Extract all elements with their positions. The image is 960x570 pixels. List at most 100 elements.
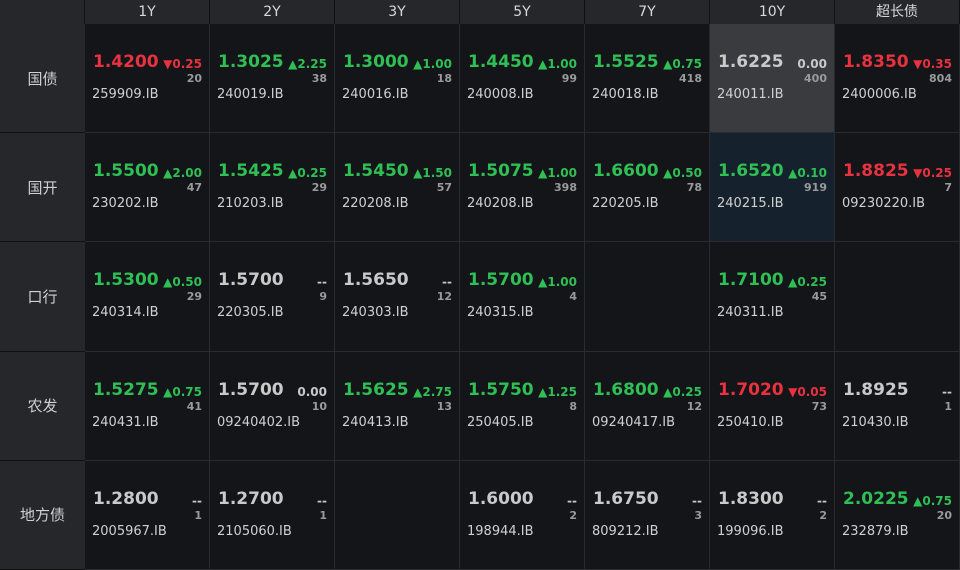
price: 1.3000 [343,52,409,72]
quote-cell[interactable] [835,24,960,134]
column-header[interactable]: 10Y [710,0,835,24]
count: 3 [694,508,702,522]
quote-cell[interactable] [210,460,335,570]
change: ▲0.25 [663,384,702,399]
code: 240019.IB [217,87,284,102]
quote-cell[interactable] [85,460,210,570]
quote-cell[interactable] [710,24,835,134]
direction-arrow: ▼ [163,57,173,71]
count: 2 [819,508,827,522]
quote-cell[interactable] [710,242,835,352]
count: 4 [569,290,577,304]
quote-cell[interactable] [585,24,710,134]
price: 1.7100 [718,270,784,291]
direction-arrow: ▲ [538,57,548,71]
quote-cell[interactable] [835,351,960,461]
row-label[interactable]: 农发 [0,351,85,461]
direction-arrow: ▲ [538,166,548,181]
change: -- [442,275,452,290]
price: 1.5500 [93,161,159,182]
column-header[interactable]: 3Y [335,0,460,24]
count: 400 [804,72,827,85]
quote-cell[interactable] [460,351,585,461]
quote-cell[interactable] [335,133,460,243]
price: 1.7020 [718,379,784,400]
change: ▲0.25 [788,275,827,290]
count: 8 [569,399,577,413]
change: ▲1.00 [538,166,577,181]
quote-cell[interactable] [585,351,710,461]
row-label[interactable]: 地方债 [0,460,85,570]
code: 199096.IB [717,523,784,539]
price: 1.2700 [218,488,284,509]
quote-cell [335,460,460,570]
change: ▲1.00 [538,57,577,71]
change: ▲0.10 [788,166,827,181]
count: 29 [311,181,327,195]
count: 9 [319,290,327,304]
code: 240311.IB [717,305,784,321]
change: ▲2.00 [163,166,202,181]
code: 240315.IB [467,305,534,321]
count: 20 [936,508,952,522]
price: 1.5625 [343,379,409,400]
quote-cell[interactable] [335,351,460,461]
direction-arrow: ▲ [663,166,673,181]
count: 919 [804,181,827,195]
code: 240016.IB [342,87,409,102]
quote-cell[interactable] [585,133,710,243]
code: 250410.IB [717,414,784,430]
quote-cell[interactable] [210,24,335,134]
column-header[interactable]: 超长债 [835,0,960,24]
quote-cell[interactable] [210,351,335,461]
code: 240215.IB [717,196,784,212]
quote-cell[interactable] [85,351,210,461]
row-label[interactable]: 国开 [0,133,85,243]
quote-cell[interactable] [460,242,585,352]
quote-cell[interactable] [460,24,585,134]
direction-arrow: ▲ [788,166,798,181]
direction-arrow: ▲ [538,384,548,399]
price: 1.5650 [343,270,409,291]
column-header[interactable]: 7Y [585,0,710,24]
code: 09240417.IB [592,414,676,430]
price: 1.2800 [93,488,159,509]
column-header[interactable]: 1Y [85,0,210,24]
change: ▲1.00 [538,275,577,290]
direction-arrow: ▲ [663,384,673,399]
price: 1.5525 [593,52,659,72]
count: 7 [944,181,952,195]
count: 2 [569,508,577,522]
quote-cell[interactable] [85,133,210,243]
code: 259909.IB [92,87,159,102]
quote-cell[interactable] [335,242,460,352]
quote-cell[interactable] [585,460,710,570]
change: -- [567,493,577,508]
quote-cell[interactable] [335,24,460,134]
price: 1.5700 [218,379,284,400]
change: 0.00 [797,57,827,71]
quote-cell[interactable] [85,242,210,352]
row-label[interactable]: 国债 [0,24,85,134]
quote-cell[interactable] [710,133,835,243]
code: 240314.IB [92,305,159,321]
quote-cell[interactable] [460,133,585,243]
row-label[interactable]: 口行 [0,242,85,352]
column-header[interactable]: 5Y [460,0,585,24]
quote-cell[interactable] [85,24,210,134]
code: 2105060.IB [217,523,292,539]
column-header[interactable]: 2Y [210,0,335,24]
quote-cell[interactable] [210,242,335,352]
change: ▲2.75 [413,384,452,399]
price: 1.5275 [93,379,159,400]
quote-cell[interactable] [710,351,835,461]
quote-cell[interactable] [210,133,335,243]
quote-cell[interactable] [710,460,835,570]
quote-cell [835,242,960,352]
quote-cell[interactable] [460,460,585,570]
count: 418 [679,72,702,85]
direction-arrow: ▼ [913,166,923,181]
price: 1.5700 [218,270,284,291]
change: ▲0.25 [288,166,327,181]
corner [0,0,85,24]
